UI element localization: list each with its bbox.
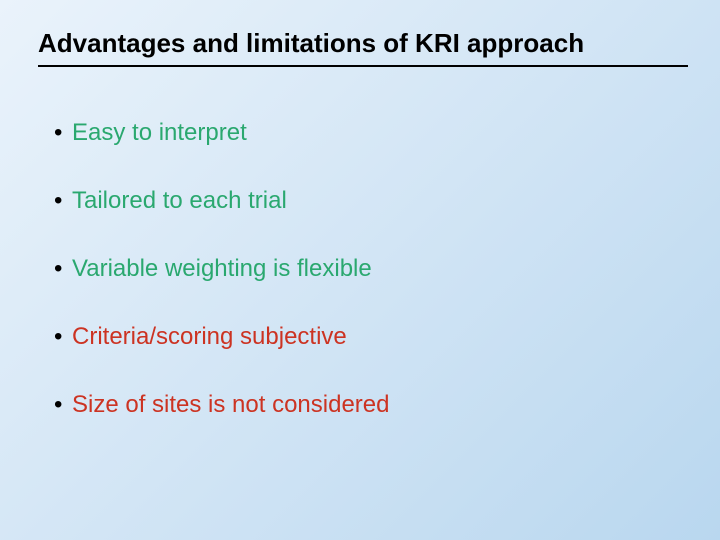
bullet-icon: • (54, 390, 72, 420)
bullet-icon: • (54, 186, 72, 216)
bullet-text: Size of sites is not considered (72, 390, 680, 420)
list-item: • Size of sites is not considered (54, 390, 680, 420)
list-item: • Easy to interpret (54, 118, 680, 148)
bullet-text: Criteria/scoring subjective (72, 322, 680, 352)
bullet-text: Easy to interpret (72, 118, 680, 148)
list-item: • Tailored to each trial (54, 186, 680, 216)
bullet-text: Variable weighting is flexible (72, 254, 680, 284)
bullet-icon: • (54, 322, 72, 352)
title-underline (38, 65, 688, 67)
bullet-icon: • (54, 254, 72, 284)
slide-title: Advantages and limitations of KRI approa… (38, 28, 688, 65)
bullet-text: Tailored to each trial (72, 186, 680, 216)
bullet-icon: • (54, 118, 72, 148)
slide: Advantages and limitations of KRI approa… (0, 0, 720, 540)
list-item: • Variable weighting is flexible (54, 254, 680, 284)
list-item: • Criteria/scoring subjective (54, 322, 680, 352)
title-block: Advantages and limitations of KRI approa… (38, 28, 688, 67)
bullet-list: • Easy to interpret • Tailored to each t… (54, 118, 680, 458)
